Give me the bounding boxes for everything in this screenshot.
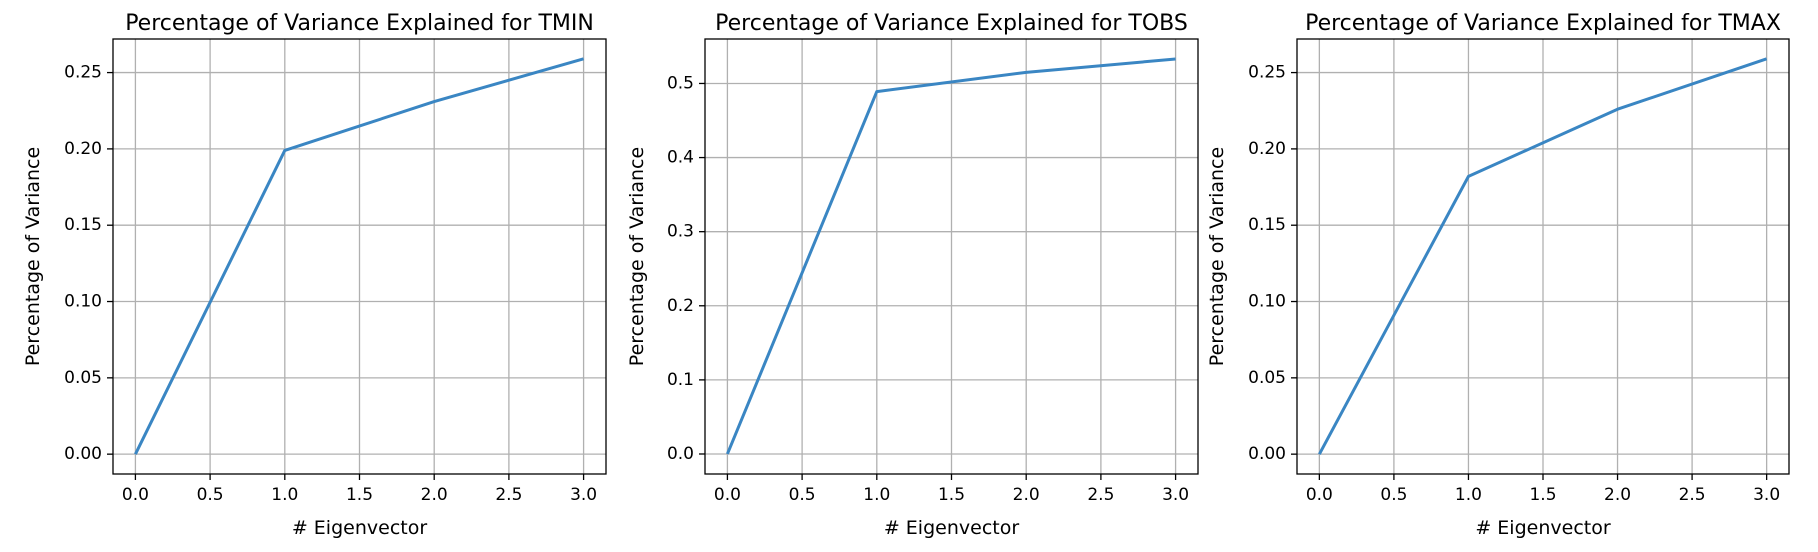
y-tick-label: 0.3	[667, 222, 694, 242]
x-tick-label: 2.5	[1679, 485, 1706, 505]
y-tick-label: 0.10	[64, 292, 102, 312]
x-axis-label: # Eigenvector	[1475, 517, 1610, 539]
y-tick-label: 0.15	[64, 215, 102, 235]
x-tick-label: 2.0	[1604, 485, 1631, 505]
x-tick-label: 2.5	[495, 485, 522, 505]
x-tick-label: 1.0	[1455, 485, 1482, 505]
chart-title: Percentage of Variance Explained for TOB…	[715, 11, 1188, 36]
x-tick-label: 3.0	[1753, 485, 1780, 505]
x-tick-label: 1.0	[863, 485, 890, 505]
series-line	[134, 57, 585, 455]
x-tick-label: 0.5	[789, 485, 816, 505]
y-tick-label: 0.20	[64, 139, 102, 159]
x-axis-label: # Eigenvector	[292, 517, 427, 539]
y-axis-label: Percentage of Variance	[1206, 147, 1228, 366]
series-line	[1318, 57, 1768, 455]
y-tick-label: 0.20	[1248, 139, 1286, 159]
y-axis-label: Percentage of Variance	[626, 147, 648, 366]
chart-panel: 0.0 0.5 1.0 1.5 2.0 2.5 3.0 0.0 0.1 0.2 0.3 0.4 0.5 P…	[626, 11, 1199, 539]
x-tick-label: 0.5	[197, 485, 224, 505]
x-tick-label: 1.5	[938, 485, 965, 505]
x-tick-label: 1.0	[271, 485, 298, 505]
y-tick-label: 0.25	[1248, 63, 1286, 83]
x-tick-label: 2.5	[1087, 485, 1114, 505]
series-line	[726, 57, 1176, 455]
x-axis-label: # Eigenvector	[884, 517, 1019, 539]
chart-panel: 0.0 0.5 1.0 1.5 2.0 2.5 3.0 0.00 0.05 0.10 0.15 0.2…	[22, 11, 607, 539]
y-tick-label: 0.05	[64, 368, 102, 388]
y-tick-label: 0.5	[667, 73, 694, 93]
x-tick-label: 0.5	[1380, 485, 1407, 505]
x-tick-label: 3.0	[1162, 485, 1189, 505]
y-tick-label: 0.4	[667, 148, 694, 168]
x-tick-label: 3.0	[570, 485, 597, 505]
chart-panel: 0.0 0.5 1.0 1.5 2.0 2.5 3.0 0.00 0.05 0.10 0.15 0.2…	[1206, 11, 1790, 539]
x-tick-label: 0.0	[714, 485, 741, 505]
y-tick-label: 0.0	[667, 444, 694, 464]
y-tick-label: 0.25	[64, 63, 102, 83]
y-axis-label: Percentage of Variance	[22, 147, 44, 366]
y-tick-label: 0.05	[1248, 368, 1286, 388]
chart-title: Percentage of Variance Explained for TMA…	[1305, 11, 1781, 36]
y-tick-label: 0.10	[1248, 292, 1286, 312]
x-tick-label: 1.5	[346, 485, 373, 505]
y-tick-label: 0.15	[1248, 215, 1286, 235]
x-tick-label: 1.5	[1529, 485, 1556, 505]
y-tick-label: 0.00	[64, 444, 102, 464]
x-tick-label: 0.0	[122, 485, 149, 505]
chart-title: Percentage of Variance Explained for TMI…	[125, 11, 594, 36]
y-tick-label: 0.1	[667, 370, 694, 390]
y-tick-label: 0.2	[667, 296, 694, 316]
x-tick-label: 2.0	[421, 485, 448, 505]
x-tick-label: 0.0	[1306, 485, 1333, 505]
y-tick-label: 0.00	[1248, 444, 1286, 464]
x-tick-label: 2.0	[1013, 485, 1040, 505]
